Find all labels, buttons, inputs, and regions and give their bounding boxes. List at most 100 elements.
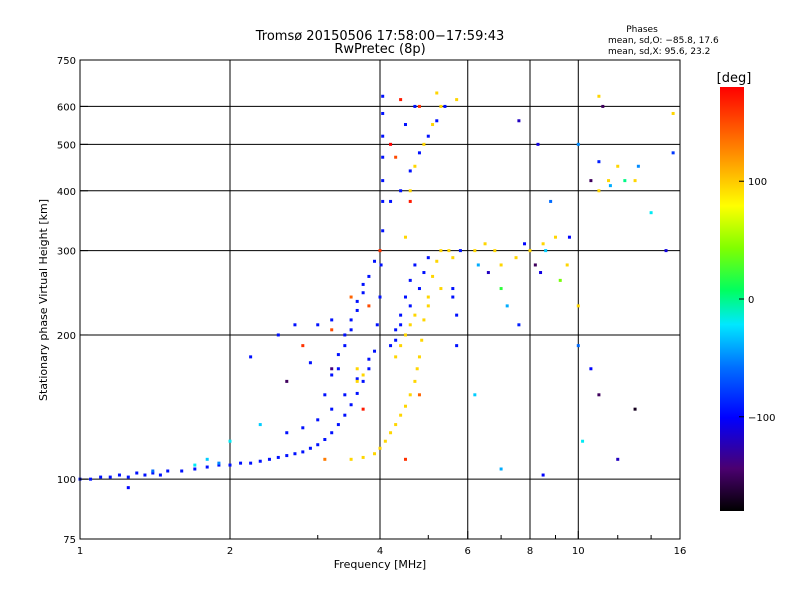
data-point: [607, 179, 611, 183]
data-point: [514, 256, 518, 260]
data-point: [373, 452, 377, 456]
data-point: [399, 413, 403, 417]
data-point: [576, 344, 580, 348]
data-point: [355, 367, 359, 371]
data-point: [623, 179, 627, 183]
data-point: [378, 446, 382, 450]
data-point: [381, 179, 385, 183]
data-point: [597, 393, 601, 397]
data-point: [330, 407, 334, 411]
data-point: [597, 189, 601, 193]
data-point: [381, 134, 385, 138]
x-tick-label: 16: [674, 546, 687, 557]
x-tick-label: 8: [527, 546, 533, 557]
data-point: [180, 469, 184, 473]
data-point: [493, 249, 497, 253]
data-point: [330, 367, 334, 371]
data-point: [476, 263, 480, 267]
x-tick-label: 2: [227, 546, 233, 557]
x-tick-label: 1: [77, 546, 83, 557]
data-point: [381, 229, 385, 233]
data-point: [455, 313, 459, 317]
stats-line-x: mean, sd,X: 95.6, 23.2: [608, 47, 710, 57]
data-point: [422, 318, 426, 322]
data-point: [399, 344, 403, 348]
data-point: [166, 469, 170, 473]
data-point: [528, 249, 532, 253]
data-point: [143, 473, 147, 477]
data-point: [539, 271, 543, 275]
data-point: [533, 263, 537, 267]
data-point: [316, 418, 320, 422]
data-point: [343, 413, 347, 417]
colorbar-label: [deg]: [717, 71, 752, 86]
data-point: [499, 467, 503, 471]
data-point: [373, 259, 377, 263]
data-point: [276, 333, 280, 337]
data-point: [403, 333, 407, 337]
grid: [80, 60, 680, 539]
data-point: [394, 155, 398, 159]
data-point: [158, 473, 162, 477]
data-point: [633, 179, 637, 183]
data-point: [381, 94, 385, 98]
data-point: [258, 459, 262, 463]
y-tick-label: 500: [57, 140, 76, 151]
data-point: [536, 142, 540, 146]
data-point: [330, 328, 334, 332]
data-point: [486, 271, 490, 275]
data-point: [373, 349, 377, 353]
data-point: [99, 475, 103, 479]
data-point: [417, 287, 421, 291]
data-point: [349, 295, 353, 299]
data-point: [399, 323, 403, 327]
data-point: [671, 111, 675, 115]
data-point: [249, 355, 253, 359]
colorbar-tick-label: 100: [748, 177, 767, 188]
y-tick-label: 100: [57, 475, 76, 486]
data-point: [671, 151, 675, 155]
data-point: [343, 333, 347, 337]
data-point: [151, 471, 155, 475]
data-point: [239, 461, 243, 465]
data-point: [367, 357, 371, 361]
data-point: [431, 123, 435, 127]
data-point: [558, 278, 562, 282]
data-point: [415, 367, 419, 371]
data-point: [483, 242, 487, 246]
data-point: [422, 271, 426, 275]
data-point: [383, 439, 387, 443]
data-point: [399, 189, 403, 193]
data-point: [565, 263, 569, 267]
data-point: [389, 199, 393, 203]
data-point: [426, 256, 430, 260]
data-point: [378, 249, 382, 253]
data-point: [576, 142, 580, 146]
data-point: [422, 142, 426, 146]
data-point: [399, 98, 403, 102]
data-point: [126, 486, 130, 490]
data-point: [601, 104, 605, 108]
data-point: [408, 304, 412, 308]
data-point: [349, 457, 353, 461]
data-point: [439, 249, 443, 253]
data-point: [458, 249, 462, 253]
data-point: [408, 393, 412, 397]
data-point: [336, 423, 340, 427]
data-point: [417, 393, 421, 397]
data-point: [308, 446, 312, 450]
data-point: [394, 423, 398, 427]
data-point: [330, 318, 334, 322]
data-point: [435, 91, 439, 95]
data-point: [403, 295, 407, 299]
data-point: [375, 323, 379, 327]
y-tick-label: 400: [57, 187, 76, 198]
data-point: [193, 463, 197, 467]
data-point: [541, 242, 545, 246]
data-point: [455, 344, 459, 348]
data-point: [589, 179, 593, 183]
data-point: [567, 235, 571, 239]
x-tick-label: 6: [465, 546, 471, 557]
chart-title: Tromsø 20150506 17:58:00−17:59:43: [255, 29, 505, 44]
data-point: [301, 426, 305, 430]
